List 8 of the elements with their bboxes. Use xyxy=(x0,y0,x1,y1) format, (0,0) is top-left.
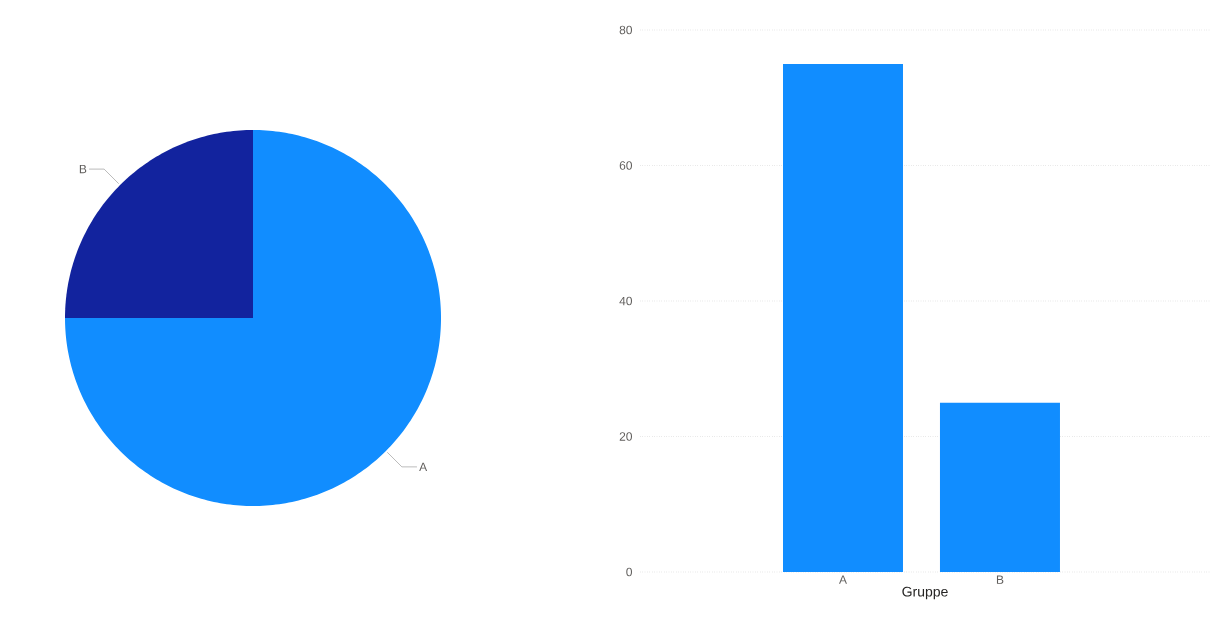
x-axis-title: Gruppe xyxy=(902,586,948,600)
y-tick-label: 20 xyxy=(619,432,633,441)
slice-label: B xyxy=(79,164,87,174)
y-tick-label: 0 xyxy=(626,567,633,577)
y-tick-label: 40 xyxy=(619,296,633,306)
y-tick-label: 60 xyxy=(619,161,633,170)
y-tick-label: 80 xyxy=(619,25,633,35)
slice-label: A xyxy=(419,462,428,472)
